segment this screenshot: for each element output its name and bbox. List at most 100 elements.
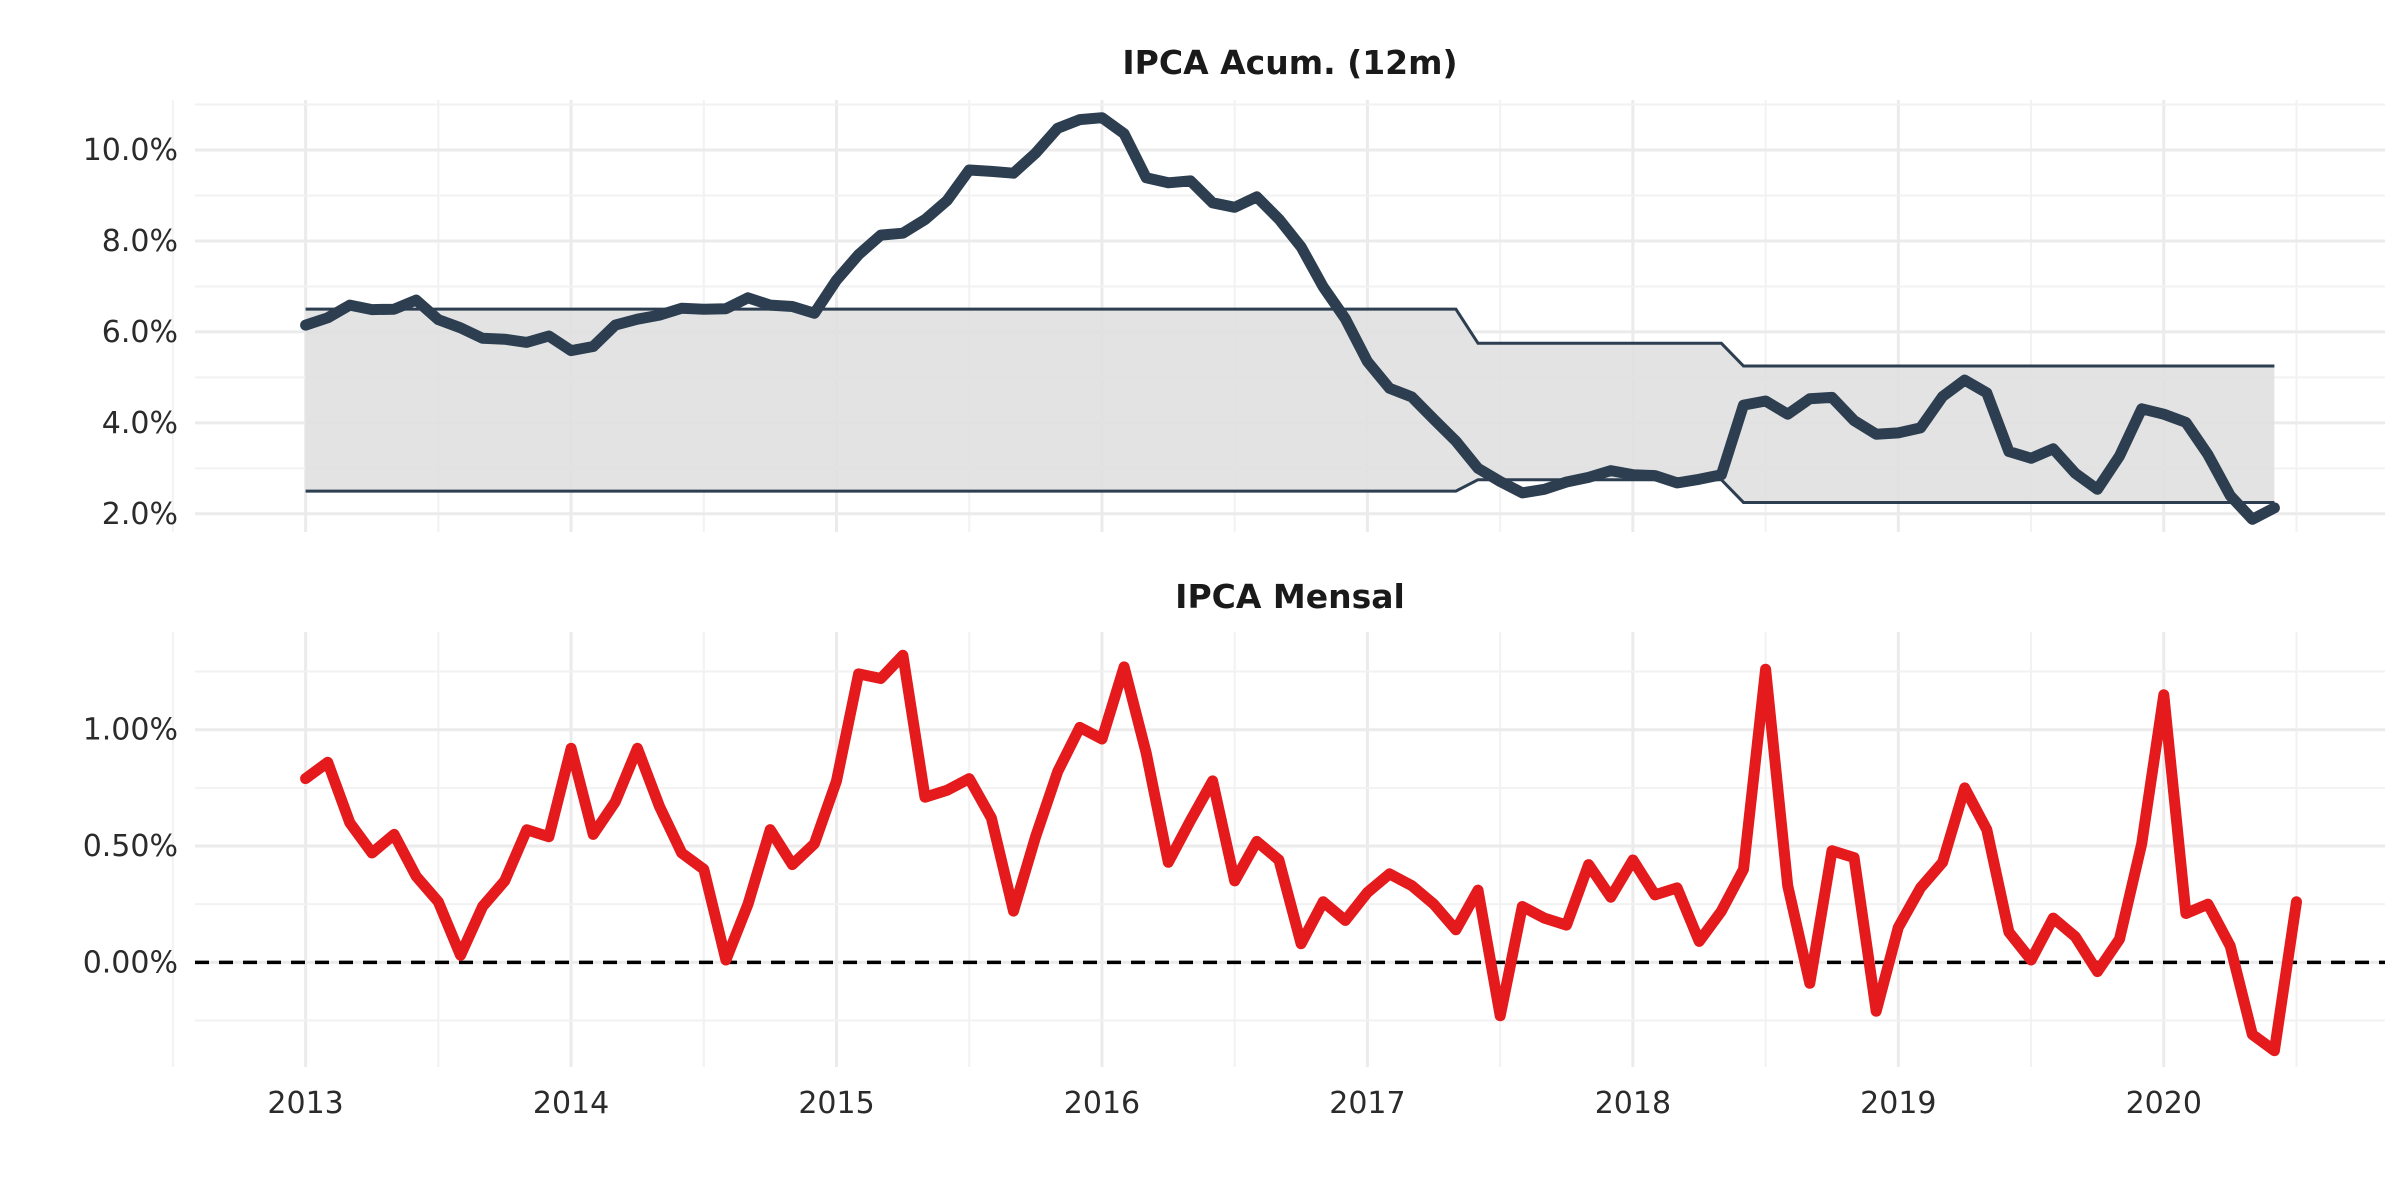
data-point: [327, 761, 329, 763]
data-point: [880, 234, 882, 236]
data-point: [1853, 420, 1855, 422]
data-point: [1123, 133, 1125, 135]
x-tick-label: 2018: [1595, 1086, 1671, 1121]
series-line: [300, 649, 2302, 1057]
data-point: [526, 829, 528, 831]
data-point: [1853, 857, 1855, 859]
data-point: [769, 829, 771, 831]
data-point: [437, 319, 439, 321]
data-point: [1610, 470, 1612, 472]
data-point: [2008, 451, 2010, 453]
data-point: [526, 341, 528, 343]
data-point: [2207, 903, 2209, 905]
data-point: [1300, 246, 1302, 248]
data-point: [1411, 396, 1413, 398]
y-tick-label: 10.0%: [83, 133, 178, 168]
x-tick-label: 2014: [533, 1086, 609, 1121]
data-point: [592, 345, 594, 347]
data-point: [1145, 177, 1147, 179]
data-point: [2296, 901, 2298, 903]
data-point: [2185, 912, 2187, 914]
data-point: [548, 836, 550, 838]
data-point: [2008, 931, 2010, 933]
data-point: [1986, 392, 1988, 394]
data-point: [1986, 829, 1988, 831]
data-point: [393, 308, 395, 310]
data-point: [813, 843, 815, 845]
data-point: [1256, 196, 1258, 198]
data-point: [1389, 387, 1391, 389]
data-point: [1079, 726, 1081, 728]
data-point: [725, 959, 727, 961]
data-point: [504, 880, 506, 882]
data-point: [1831, 850, 1833, 852]
data-point: [437, 901, 439, 903]
data-point: [1720, 910, 1722, 912]
data-point: [769, 304, 771, 306]
band-upper-line: [305, 307, 2275, 368]
data-point: [902, 232, 904, 234]
data-point: [349, 304, 351, 306]
data-point: [482, 337, 484, 339]
data-point: [2030, 959, 2032, 961]
data-point: [305, 778, 307, 780]
data-point: [681, 307, 683, 309]
data-point: [703, 308, 705, 310]
data-point: [2251, 1033, 2253, 1035]
data-point: [1521, 492, 1523, 494]
data-point: [703, 868, 705, 870]
x-tick-label: 2015: [798, 1086, 874, 1121]
data-point: [1543, 488, 1545, 490]
data-point: [2074, 472, 2076, 474]
data-point: [1521, 905, 1523, 907]
data-point: [2141, 408, 2143, 410]
x-tick-label: 2017: [1329, 1086, 1405, 1121]
y-tick-label: 8.0%: [102, 224, 178, 259]
data-point: [1676, 887, 1678, 889]
data-point: [482, 905, 484, 907]
data-point: [415, 875, 417, 877]
data-point: [924, 796, 926, 798]
data-point: [371, 852, 373, 854]
data-point: [1145, 752, 1147, 754]
data-point: [459, 327, 461, 329]
data-point: [570, 350, 572, 352]
data-point: [1101, 117, 1103, 119]
data-point: [614, 324, 616, 326]
data-point: [1610, 896, 1612, 898]
data-point: [880, 678, 882, 680]
data-point: [2074, 936, 2076, 938]
y-tick-label: 1.00%: [83, 713, 178, 748]
data-point: [1057, 771, 1059, 773]
data-point: [1831, 396, 1833, 398]
data-point: [459, 954, 461, 956]
x-tick-label: 2019: [1860, 1086, 1936, 1121]
data-point: [1477, 467, 1479, 469]
data-point: [1654, 475, 1656, 477]
data-point: [1389, 873, 1391, 875]
data-point: [1300, 943, 1302, 945]
data-point: [393, 833, 395, 835]
data-point: [725, 308, 727, 310]
data-point: [946, 199, 948, 201]
data-point: [1366, 892, 1368, 894]
data-point: [1765, 668, 1767, 670]
data-point: [1698, 478, 1700, 480]
data-point: [902, 654, 904, 656]
data-point: [1765, 400, 1767, 402]
data-point: [1012, 910, 1014, 912]
data-point: [504, 338, 506, 340]
data-point: [659, 314, 661, 316]
data-point: [1698, 940, 1700, 942]
data-point: [2119, 455, 2121, 457]
data-point: [349, 822, 351, 824]
panel-title: IPCA Mensal: [1175, 577, 1405, 616]
data-point: [1964, 379, 1966, 381]
data-point: [1809, 398, 1811, 400]
data-point: [1189, 180, 1191, 182]
data-point: [1189, 819, 1191, 821]
data-point: [2030, 457, 2032, 459]
data-point: [791, 305, 793, 307]
data-point: [968, 778, 970, 780]
data-point: [2096, 488, 2098, 490]
